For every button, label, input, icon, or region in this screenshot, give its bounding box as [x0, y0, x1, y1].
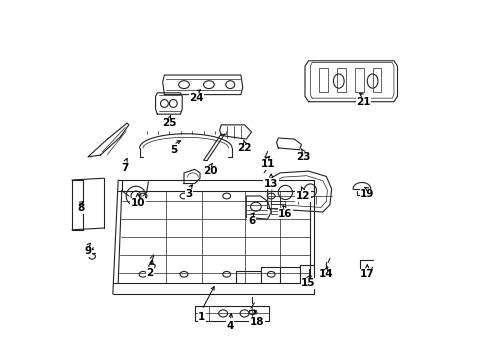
Text: 16: 16 — [278, 209, 292, 219]
Text: 25: 25 — [162, 118, 177, 128]
Text: 11: 11 — [260, 159, 274, 169]
Text: 19: 19 — [359, 189, 374, 199]
Text: 21: 21 — [356, 97, 370, 107]
Text: 15: 15 — [301, 278, 315, 288]
Text: 1: 1 — [198, 312, 205, 322]
Text: 9: 9 — [84, 246, 91, 256]
Text: 22: 22 — [237, 143, 251, 153]
Text: 20: 20 — [203, 166, 218, 176]
Text: 4: 4 — [226, 321, 233, 331]
Text: 14: 14 — [318, 269, 333, 279]
Text: 18: 18 — [249, 317, 264, 327]
Text: 13: 13 — [264, 179, 278, 189]
Text: 6: 6 — [247, 216, 255, 226]
Text: 12: 12 — [295, 191, 310, 201]
Text: 3: 3 — [185, 189, 193, 199]
Text: 10: 10 — [130, 198, 145, 208]
Text: 2: 2 — [146, 267, 154, 278]
Text: 7: 7 — [122, 163, 129, 172]
Text: 24: 24 — [189, 93, 203, 103]
Text: 23: 23 — [295, 152, 310, 162]
Text: 8: 8 — [77, 203, 84, 213]
Text: 17: 17 — [359, 269, 374, 279]
Text: 5: 5 — [169, 145, 177, 155]
